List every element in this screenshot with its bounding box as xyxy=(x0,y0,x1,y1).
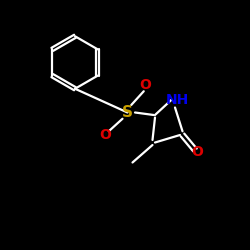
Text: NH: NH xyxy=(166,93,189,107)
Text: O: O xyxy=(139,78,151,92)
Text: S: S xyxy=(122,105,133,120)
Text: O: O xyxy=(192,146,203,160)
Text: O: O xyxy=(99,128,111,142)
